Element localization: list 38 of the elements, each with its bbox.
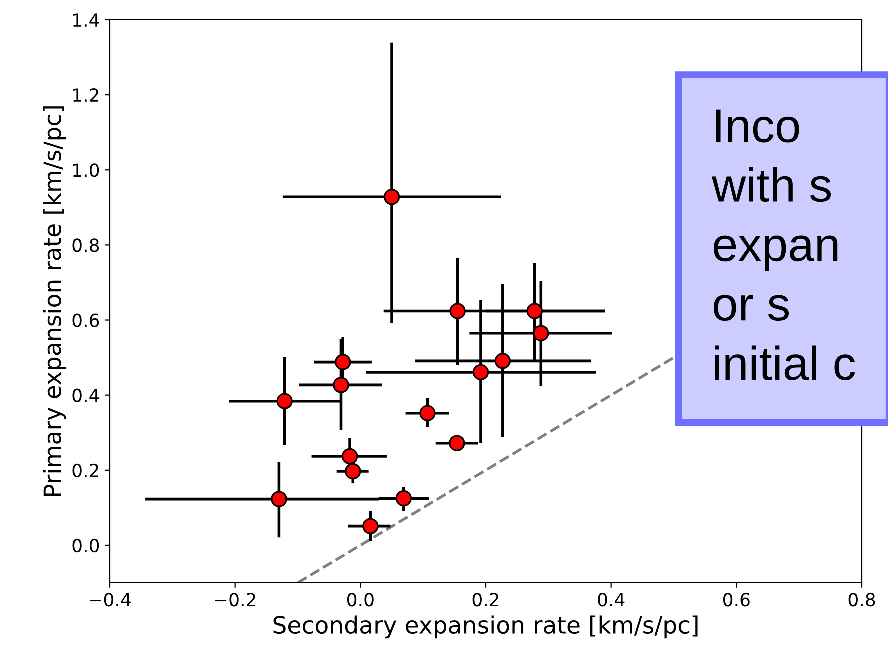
y-tick-label: 0.6: [72, 314, 100, 328]
point: [335, 354, 352, 370]
point: [450, 303, 466, 320]
y-tick-label: 0.2: [72, 464, 98, 478]
point: [396, 490, 412, 507]
x-tick-label: 0.4: [598, 593, 625, 607]
point: [271, 491, 288, 508]
point: [333, 377, 350, 394]
point: [362, 518, 379, 534]
point: [533, 325, 550, 342]
point: [342, 448, 358, 465]
annotation: with s: [712, 168, 832, 202]
y-tick-label: 1.4: [74, 14, 100, 27]
annotation: or s: [714, 295, 790, 322]
x-tick-label: 0.6: [724, 593, 750, 607]
point: [472, 364, 490, 381]
y-tick-label: 0.4: [72, 388, 100, 402]
x-axis-title: Secondary expansion rate [km/s/pc]: [274, 616, 698, 639]
x-tick-label: 0.2: [472, 593, 499, 607]
annotation: initial c: [715, 346, 856, 380]
point: [494, 353, 512, 370]
y-tick-label: 1.2: [74, 88, 98, 102]
point: [276, 393, 293, 410]
x-tick-label: −0.4: [90, 593, 131, 607]
x-tick-label: 0.0: [348, 593, 374, 607]
y-tick-label: 0.8: [72, 238, 100, 252]
y-tick-label: 0.0: [72, 538, 100, 553]
point: [449, 435, 466, 452]
point: [420, 405, 436, 422]
point: [345, 463, 362, 480]
point: [384, 189, 400, 206]
y-tick-label: 1.0: [74, 164, 100, 178]
x-tick-label: −0.2: [215, 593, 256, 607]
point: [526, 303, 543, 320]
annotation: Inco: [716, 110, 800, 143]
y-axis-title: Primary expansion rate [km/s/pc]: [43, 106, 66, 496]
x-tick-label: 0.8: [848, 593, 876, 607]
annotation: expan: [714, 236, 838, 271]
